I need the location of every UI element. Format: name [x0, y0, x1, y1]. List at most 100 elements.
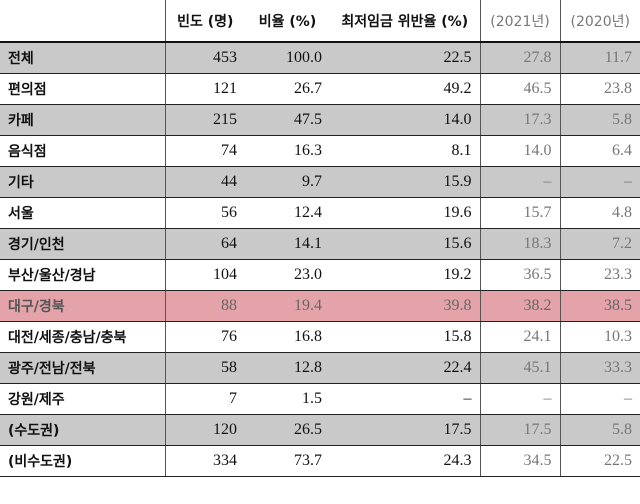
cell-value: 44: [164, 165, 245, 198]
cell-value: 38.5: [559, 289, 640, 322]
column-header: 빈도 (명): [164, 0, 245, 43]
table-row: 카페 215 47.5 14.0 17.3 5.8: [0, 103, 640, 136]
cell-value: 5.8: [559, 413, 640, 446]
cell-value: 104: [164, 258, 245, 291]
table-body: 전체 453 100.0 22.5 27.8 11.7 편의점 121 26.7 49.2 46.5…: [0, 41, 640, 477]
cell-value: 76: [164, 320, 245, 353]
cell-value: 8.1: [330, 134, 480, 167]
cell-value: 453: [164, 41, 245, 74]
cell-value: 17.5: [479, 413, 560, 446]
column-header: 비율 (%): [245, 0, 330, 43]
cell-value: 27.8: [479, 41, 560, 74]
table-row: (비수도권) 334 73.7 24.3 34.5 22.5: [0, 444, 640, 477]
cell-value: 7: [164, 382, 245, 415]
table-row: 대전/세종/충남/충북 76 16.8 15.8 24.1 10.3: [0, 320, 640, 353]
cell-value: 17.3: [479, 103, 560, 136]
header-empty: [0, 0, 165, 43]
cell-value: 120: [164, 413, 245, 446]
table-row: (수도권) 120 26.5 17.5 17.5 5.8: [0, 413, 640, 446]
table-row: 부산/울산/경남 104 23.0 19.2 36.5 23.3: [0, 258, 640, 291]
cell-value: 39.8: [330, 289, 480, 322]
table-row: 서울 56 12.4 19.6 15.7 4.8: [0, 196, 640, 229]
cell-value: 36.5: [479, 258, 560, 291]
table-row: 기타 44 9.7 15.9– –: [0, 165, 640, 198]
cell-value: 24.3: [330, 444, 480, 477]
cell-value: 33.3: [559, 351, 640, 384]
row-label: 음식점: [0, 134, 165, 167]
row-label: 카페: [0, 103, 165, 136]
cell-value: 18.3: [479, 227, 560, 260]
row-label: 대구/경북: [0, 289, 165, 322]
row-label: (수도권): [0, 413, 165, 446]
row-label: 부산/울산/경남: [0, 258, 165, 291]
cell-value: 26.7: [245, 72, 330, 105]
header-row: 빈도 (명) 비율 (%) 최저임금 위반율 (%) (2021년) (2020년): [0, 0, 640, 43]
cell-value: –: [479, 382, 560, 415]
row-label: 편의점: [0, 72, 165, 105]
column-header: (2021년): [479, 0, 560, 43]
cell-value: 73.7: [245, 444, 330, 477]
cell-value: 58: [164, 351, 245, 384]
cell-value: 215: [164, 103, 245, 136]
table-row: 대구/경북 88 19.4 39.8 38.2 38.5: [0, 289, 640, 322]
row-label: (비수도권): [0, 444, 165, 477]
cell-value: –: [479, 165, 560, 198]
cell-value: 14.1: [245, 227, 330, 260]
cell-value: 14.0: [330, 103, 480, 136]
cell-value: 45.1: [479, 351, 560, 384]
cell-value: 11.7: [559, 41, 640, 74]
row-label: 광주/전남/전북: [0, 351, 165, 384]
cell-value: 17.5: [330, 413, 480, 446]
cell-value: 47.5: [245, 103, 330, 136]
row-label: 기타: [0, 165, 165, 198]
cell-value: 12.8: [245, 351, 330, 384]
cell-value: 46.5: [479, 72, 560, 105]
cell-value: 121: [164, 72, 245, 105]
cell-value: 74: [164, 134, 245, 167]
row-label: 강원/제주: [0, 382, 165, 415]
cell-value: 26.5: [245, 413, 330, 446]
cell-value: 56: [164, 196, 245, 229]
cell-value: 19.2: [330, 258, 480, 291]
cell-value: 9.7: [245, 165, 330, 198]
cell-value: 19.4: [245, 289, 330, 322]
cell-value: 6.4: [559, 134, 640, 167]
cell-value: 23.8: [559, 72, 640, 105]
cell-value: –: [559, 165, 640, 198]
cell-value: –: [330, 382, 480, 415]
cell-value: 15.6: [330, 227, 480, 260]
cell-value: 5.8: [559, 103, 640, 136]
row-label: 서울: [0, 196, 165, 229]
column-header: 최저임금 위반율 (%): [330, 0, 480, 43]
table-row: 광주/전남/전북 58 12.8 22.4 45.1 33.3: [0, 351, 640, 384]
column-header: (2020년): [559, 0, 640, 43]
cell-value: 16.3: [245, 134, 330, 167]
table-row: 경기/인천 64 14.1 15.6 18.3 7.2: [0, 227, 640, 260]
cell-value: 16.8: [245, 320, 330, 353]
cell-value: 7.2: [559, 227, 640, 260]
cell-value: 49.2: [330, 72, 480, 105]
cell-value: 1.5: [245, 382, 330, 415]
row-label: 대전/세종/충남/충북: [0, 320, 165, 353]
cell-value: 334: [164, 444, 245, 477]
row-label: 전체: [0, 41, 165, 74]
table-row: 편의점 121 26.7 49.2 46.5 23.8: [0, 72, 640, 105]
cell-value: 22.5: [330, 41, 480, 74]
cell-value: 38.2: [479, 289, 560, 322]
table-row: 강원/제주 7 1.5– – –: [0, 382, 640, 415]
cell-value: 15.8: [330, 320, 480, 353]
row-label: 경기/인천: [0, 227, 165, 260]
data-table: 빈도 (명) 비율 (%) 최저임금 위반율 (%) (2021년) (2020년) 전…: [0, 0, 640, 477]
cell-value: 64: [164, 227, 245, 260]
cell-value: 88: [164, 289, 245, 322]
cell-value: 4.8: [559, 196, 640, 229]
cell-value: 100.0: [245, 41, 330, 74]
table-row: 음식점 74 16.3 8.1 14.0 6.4: [0, 134, 640, 167]
cell-value: 14.0: [479, 134, 560, 167]
cell-value: 23.3: [559, 258, 640, 291]
cell-value: 34.5: [479, 444, 560, 477]
table-row: 전체 453 100.0 22.5 27.8 11.7: [0, 41, 640, 74]
cell-value: 12.4: [245, 196, 330, 229]
cell-value: 19.6: [330, 196, 480, 229]
